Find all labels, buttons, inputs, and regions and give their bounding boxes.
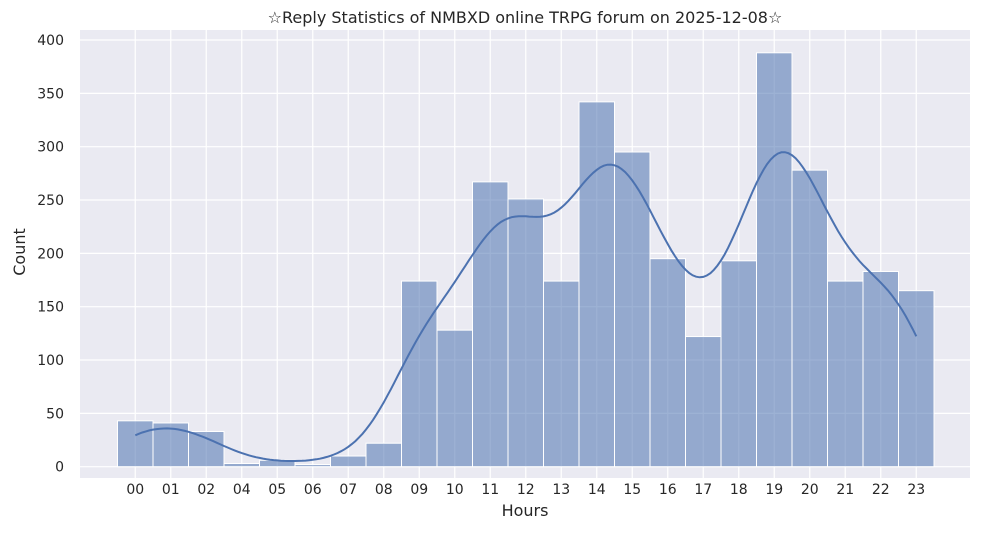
bar-21 xyxy=(827,280,864,468)
y-tick-label: 100 xyxy=(37,353,64,369)
chart-title: ☆Reply Statistics of NMBXD online TRPG f… xyxy=(268,8,783,27)
x-tick-label: 12 xyxy=(517,482,535,498)
bar-19 xyxy=(756,52,793,468)
x-tick-label: 17 xyxy=(694,482,712,498)
bar-16 xyxy=(649,258,686,468)
x-tick-label: 13 xyxy=(552,482,570,498)
y-tick-label: 150 xyxy=(37,300,64,316)
bar-02 xyxy=(188,430,225,468)
bar-09 xyxy=(401,280,438,468)
y-tick-label: 250 xyxy=(37,193,64,209)
bar-23 xyxy=(898,290,935,468)
bar-20 xyxy=(791,169,828,468)
x-axis-label: Hours xyxy=(502,501,549,520)
x-tick-label: 04 xyxy=(233,482,251,498)
bar-10 xyxy=(436,329,473,468)
bar-08 xyxy=(365,442,402,468)
kde-line xyxy=(134,151,918,462)
x-tick-label: 15 xyxy=(623,482,641,498)
x-tick-label: 22 xyxy=(872,482,890,498)
x-tick-label: 06 xyxy=(304,482,322,498)
bar-06 xyxy=(294,464,331,468)
x-tick-label: 18 xyxy=(730,482,748,498)
x-tick-label: 02 xyxy=(197,482,215,498)
x-tick-label: 14 xyxy=(588,482,606,498)
y-tick-label: 400 xyxy=(37,33,64,49)
y-tick-label: 300 xyxy=(37,140,64,156)
y-tick-label: 350 xyxy=(37,86,64,102)
bar-11 xyxy=(472,181,509,468)
bar-12 xyxy=(507,198,544,468)
x-tick-label: 07 xyxy=(339,482,357,498)
bar-15 xyxy=(614,151,651,468)
bar-22 xyxy=(862,270,899,468)
bar-18 xyxy=(720,260,757,468)
y-tick-label: 50 xyxy=(46,406,64,422)
x-tick-label: 20 xyxy=(801,482,819,498)
x-tick-label: 10 xyxy=(446,482,464,498)
x-tick-label: 00 xyxy=(126,482,144,498)
x-tick-label: 21 xyxy=(836,482,854,498)
y-tick-label: 0 xyxy=(55,460,64,476)
x-tick-label: 01 xyxy=(162,482,180,498)
x-tick-label: 11 xyxy=(481,482,499,498)
x-tick-label: 19 xyxy=(765,482,783,498)
bar-13 xyxy=(543,280,580,468)
x-tick-label: 16 xyxy=(659,482,677,498)
bar-17 xyxy=(685,336,722,468)
bar-07 xyxy=(330,455,367,468)
bar-04 xyxy=(223,462,260,468)
bar-14 xyxy=(578,101,615,468)
x-tick-label: 05 xyxy=(268,482,286,498)
bar-00 xyxy=(117,420,154,468)
x-tick-label: 08 xyxy=(375,482,393,498)
y-axis-label: Count xyxy=(10,228,29,276)
y-tick-label: 200 xyxy=(37,246,64,262)
x-tick-label: 23 xyxy=(907,482,925,498)
x-tick-label: 09 xyxy=(410,482,428,498)
